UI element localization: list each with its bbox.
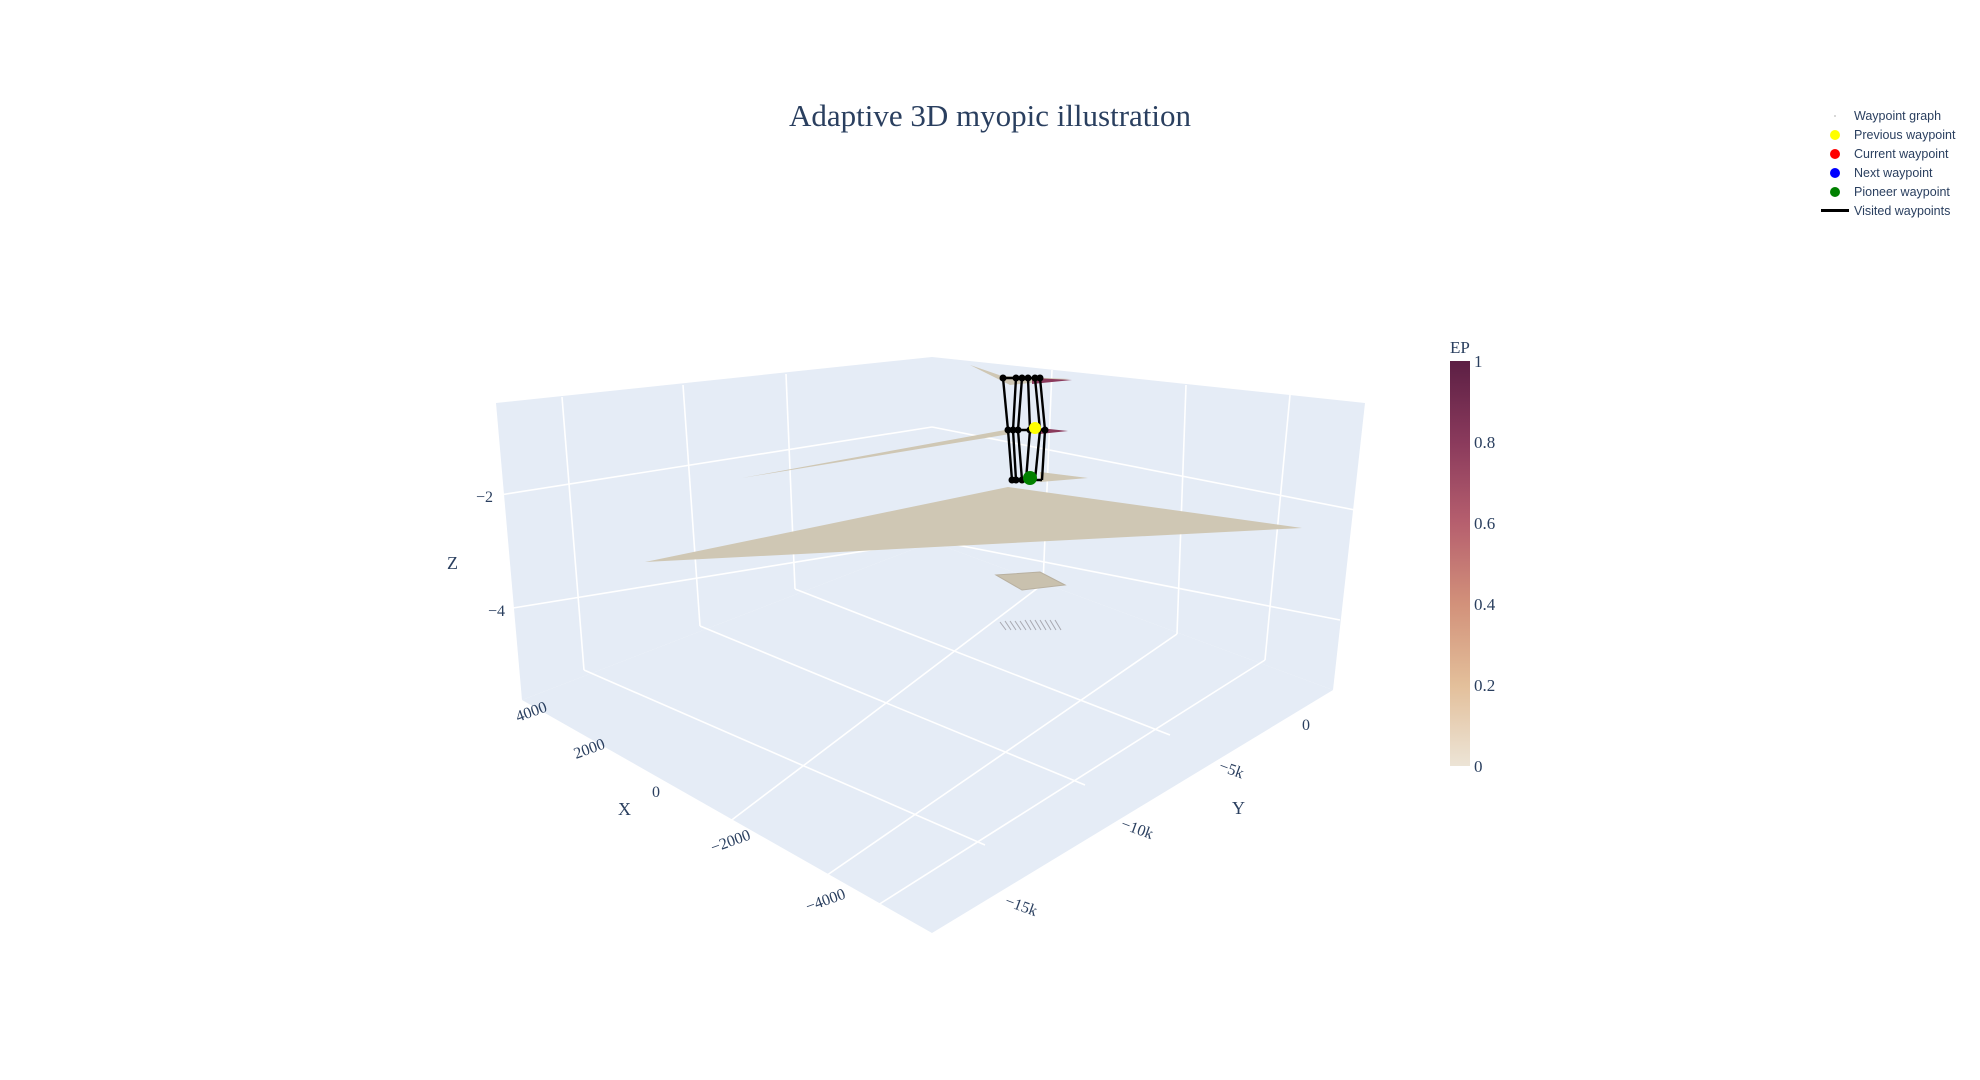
x-tick-label: 0: [652, 784, 660, 801]
surface-mid-sliver: [742, 430, 1010, 478]
y-tick-label: −10k: [1119, 816, 1156, 843]
x-tick-label: −4000: [804, 886, 848, 916]
legend-label: Next waypoint: [1854, 165, 1933, 180]
legend-item-previous-waypoint[interactable]: Previous waypoint: [1818, 125, 1955, 144]
legend-label: Current waypoint: [1854, 146, 1949, 161]
legend-label: Waypoint graph: [1854, 108, 1942, 123]
x-axis-title: X: [618, 799, 631, 819]
pioneer-waypoint-marker: [1023, 471, 1037, 485]
colorbar: [1450, 361, 1470, 766]
x-tick-label: 2000: [572, 736, 608, 763]
legend-swatch: [1818, 144, 1852, 163]
floor-shadows: [994, 571, 1067, 631]
legend-swatch: [1818, 182, 1852, 201]
legend: Waypoint graph Previous waypoint Current…: [1818, 106, 1955, 220]
colorbar-tick-label: 0.8: [1474, 433, 1495, 452]
legend-swatch: [1818, 201, 1852, 220]
colorbar-tick-label: 1: [1474, 352, 1483, 371]
previous-waypoint-marker: [1029, 422, 1041, 434]
colorbar-tick-label: 0.4: [1474, 595, 1496, 614]
colorbar-tick-label: 0: [1474, 757, 1483, 776]
y-tick-label: −15k: [1003, 893, 1040, 920]
y-tick-label: 0: [1302, 717, 1310, 734]
z-tick-label: −4: [488, 603, 505, 620]
colorbar-tick-label: 0.2: [1474, 676, 1495, 695]
legend-label: Visited waypoints: [1854, 203, 1951, 218]
colorbar-tick-label: 0.6: [1474, 514, 1495, 533]
y-tick-label: −5k: [1217, 758, 1246, 783]
x-tick-label: 4000: [514, 699, 550, 726]
legend-swatch: [1818, 163, 1852, 182]
back-wall-x: [496, 357, 932, 700]
surface-low-right: [1040, 472, 1088, 482]
z-tick-label: −2: [476, 489, 493, 506]
legend-item-pioneer-waypoint[interactable]: Pioneer waypoint: [1818, 182, 1955, 201]
surface-low: [645, 487, 1302, 562]
z-axis-title: Z: [447, 553, 458, 573]
legend-label: Previous waypoint: [1854, 127, 1956, 142]
y-axis-title: Y: [1232, 798, 1245, 818]
colorbar-title: EP: [1450, 338, 1470, 357]
legend-item-next-waypoint[interactable]: Next waypoint: [1818, 163, 1955, 182]
legend-item-visited-waypoints[interactable]: Visited waypoints: [1818, 201, 1955, 220]
floor-plane: [522, 542, 1333, 933]
legend-swatch: [1818, 106, 1852, 125]
legend-swatch: [1818, 125, 1852, 144]
legend-item-waypoint-graph[interactable]: Waypoint graph: [1818, 106, 1955, 125]
chart-title: Adaptive 3D myopic illustration: [788, 98, 1192, 133]
x-tick-label: −2000: [709, 827, 753, 857]
legend-label: Pioneer waypoint: [1854, 184, 1950, 199]
legend-item-current-waypoint[interactable]: Current waypoint: [1818, 144, 1955, 163]
